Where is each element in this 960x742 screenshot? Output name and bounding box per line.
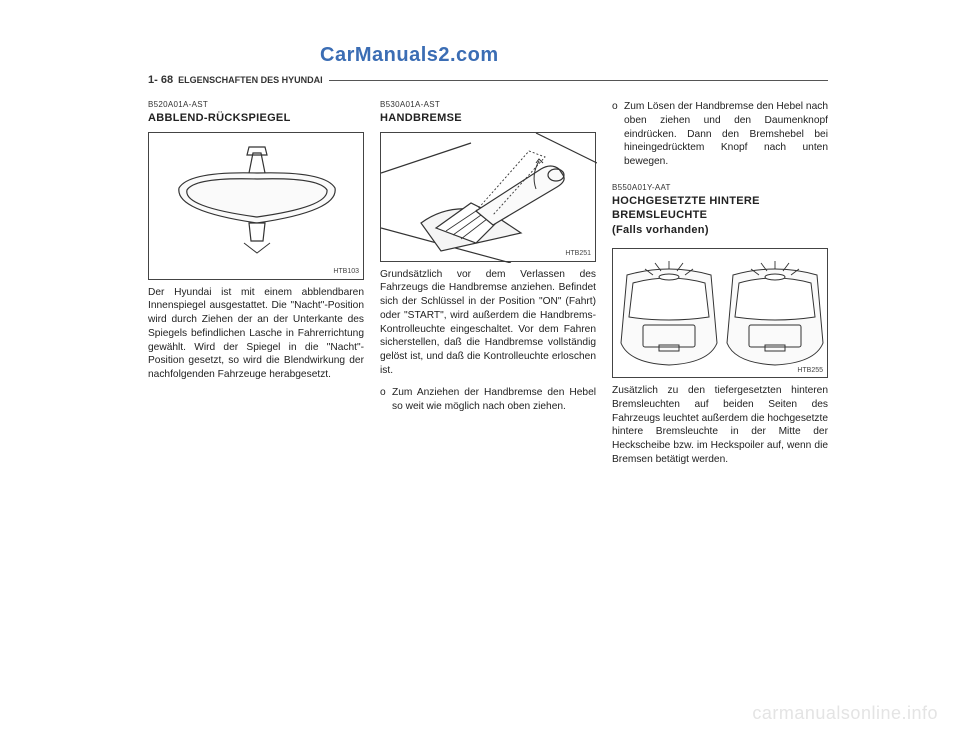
bullet-mark: o bbox=[612, 100, 624, 169]
body-text: Grundsätzlich vor dem Verlassen des Fahr… bbox=[380, 268, 596, 378]
bullet-item: o Zum Lösen der Handbremse den Hebel nac… bbox=[612, 100, 828, 169]
watermark-bottom: carmanualsonline.info bbox=[752, 703, 938, 724]
handbrake-illustration bbox=[381, 133, 597, 263]
body-text: Zusätzlich zu den tiefergesetzten hinter… bbox=[612, 384, 828, 467]
manual-page: 1- 68 ELGENSCHAFTEN DES HYUNDAI B520A01A… bbox=[148, 74, 828, 614]
figure-mirror: HTB103 bbox=[148, 132, 364, 280]
mirror-illustration bbox=[149, 133, 365, 281]
bullet-text: Zum Lösen der Handbremse den Hebel nach … bbox=[624, 100, 828, 169]
body-text: Der Hyundai ist mit einem abblendbaren I… bbox=[148, 286, 364, 382]
section-code: B550A01Y-AAT bbox=[612, 183, 828, 194]
page-number: 1- 68 ELGENSCHAFTEN DES HYUNDAI bbox=[148, 74, 323, 86]
content-columns: B520A01A-AST ABBLEND-RÜCKSPIEGEL bbox=[148, 100, 828, 467]
figure-label: HTB255 bbox=[797, 366, 823, 375]
section-title: ABBLEND-RÜCKSPIEGEL bbox=[148, 111, 364, 126]
section-code: B520A01A-AST bbox=[148, 100, 364, 111]
column-1: B520A01A-AST ABBLEND-RÜCKSPIEGEL bbox=[148, 100, 364, 467]
section-title: HANDBREMSE bbox=[380, 111, 596, 126]
brake-light-illustration bbox=[613, 249, 829, 379]
bullet-text: Zum Anziehen der Handbremse den Hebel so… bbox=[392, 386, 596, 414]
figure-brake-light: HTB255 bbox=[612, 248, 828, 378]
bullet-item: o Zum Anziehen der Handbremse den Hebel … bbox=[380, 386, 596, 414]
section-title: HOCHGESETZTE HINTERE BREMSLEUCHTE (Falls… bbox=[612, 194, 828, 239]
figure-label: HTB103 bbox=[333, 267, 359, 276]
section-code: B530A01A-AST bbox=[380, 100, 596, 111]
page-header: 1- 68 ELGENSCHAFTEN DES HYUNDAI bbox=[148, 74, 828, 86]
watermark-top: CarManuals2.com bbox=[320, 44, 499, 67]
column-3: o Zum Lösen der Handbremse den Hebel nac… bbox=[612, 100, 828, 467]
header-rule bbox=[329, 80, 828, 81]
figure-label: HTB251 bbox=[565, 249, 591, 258]
column-2: B530A01A-AST HANDBREMSE bbox=[380, 100, 596, 467]
bullet-mark: o bbox=[380, 386, 392, 414]
figure-handbrake: HTB251 bbox=[380, 132, 596, 262]
